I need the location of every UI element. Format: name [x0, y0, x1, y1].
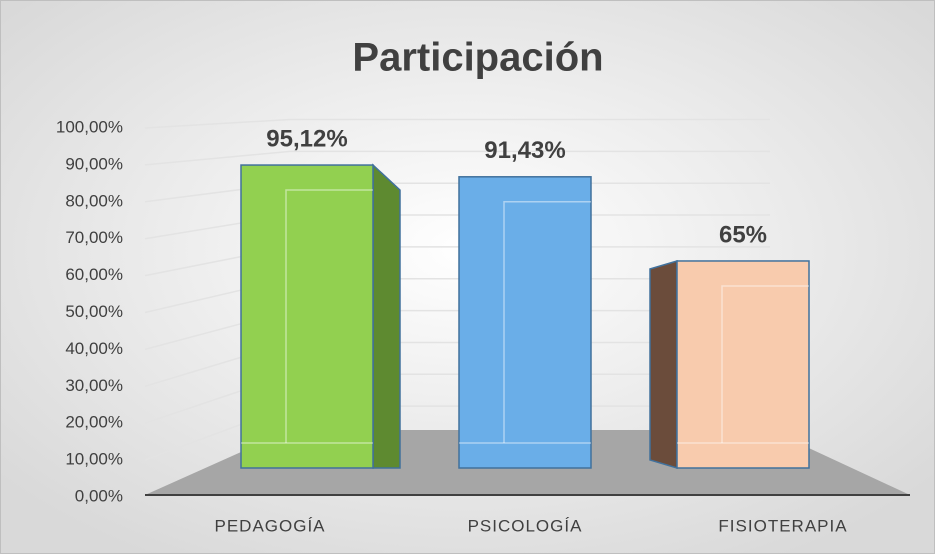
y-tick-label: 10,00% [65, 450, 123, 469]
y-tick-label: 70,00% [65, 228, 123, 247]
bar [240, 164, 374, 469]
y-tick-label: 30,00% [65, 376, 123, 395]
chart-title: Participación [352, 36, 603, 80]
y-tick-label: 60,00% [65, 265, 123, 284]
bar-inner-edge [503, 201, 591, 443]
bar [458, 176, 592, 469]
grid-line [144, 150, 770, 166]
y-tick-label: 80,00% [65, 191, 123, 210]
y-tick-label: 40,00% [65, 339, 123, 358]
bar [676, 260, 810, 469]
value-label: 91,43% [484, 137, 565, 164]
value-label: 65% [719, 221, 767, 248]
y-tick-label: 0,00% [75, 486, 123, 505]
bar-inner-edge [721, 285, 809, 443]
bar-side [372, 163, 401, 469]
x-tick-label: FISIOTERAPIA [718, 516, 847, 535]
bar-inner-edge [285, 189, 373, 443]
grid-line [144, 118, 770, 129]
value-label: 95,12% [266, 125, 347, 152]
y-tick-label: 100,00% [56, 117, 123, 136]
x-tick-label: PEDAGOGÍA [214, 516, 325, 535]
y-tick-label: 50,00% [65, 302, 123, 321]
bar-side [649, 259, 678, 470]
y-tick-label: 90,00% [65, 154, 123, 173]
y-tick-label: 20,00% [65, 413, 123, 432]
x-tick-label: PSICOLOGÍA [468, 516, 583, 535]
